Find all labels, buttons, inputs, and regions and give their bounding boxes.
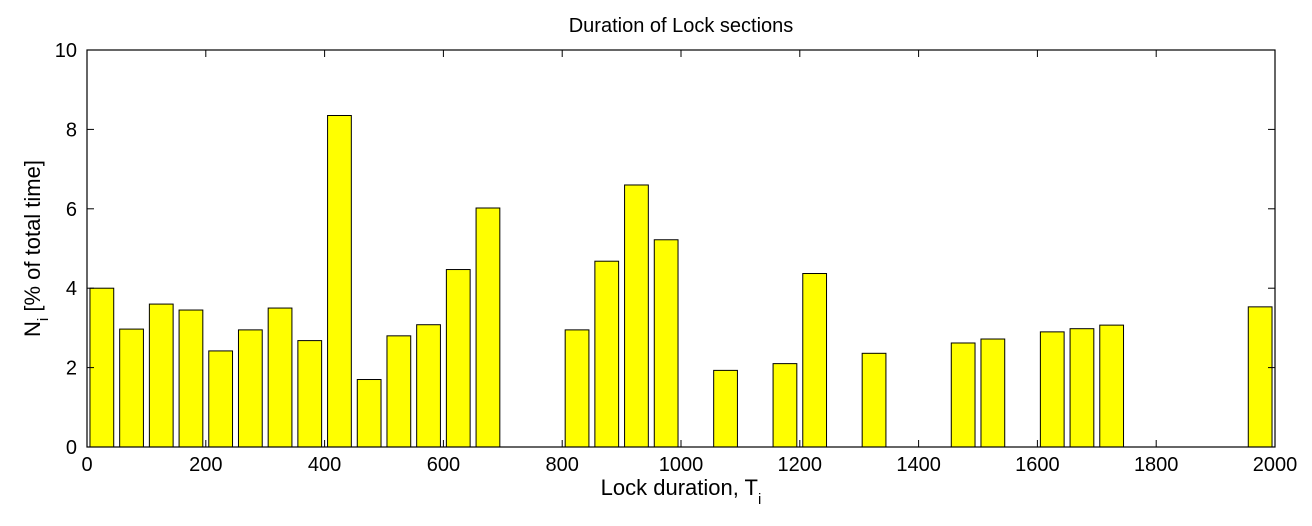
bar: [802, 273, 828, 448]
bar: [594, 260, 620, 448]
x-axis-ticks: 0 200 400 600 800 1000 1200 1400 1600 1800 2000: [81, 50, 1297, 476]
bar: [861, 352, 887, 448]
bar: [1069, 328, 1095, 448]
bar: [148, 303, 174, 448]
y-axis-label-main: N: [20, 321, 45, 337]
y-axis-label: Ni [% of total time]: [20, 160, 52, 337]
bar: [624, 184, 649, 448]
x-axis-label-main: Lock duration, T: [601, 475, 758, 500]
x-tick-label: 800: [546, 454, 579, 476]
bar: [119, 328, 144, 448]
y-axis-label-rest: [% of total time]: [20, 160, 45, 318]
bar: [653, 239, 679, 448]
bar: [356, 379, 382, 448]
y-tick-label: 8: [66, 119, 77, 141]
bar: [267, 307, 293, 448]
y-tick-label: 6: [66, 199, 77, 221]
bar: [950, 342, 976, 448]
y-tick-label: 10: [55, 40, 77, 62]
x-axis-label-subscript: i: [758, 491, 761, 508]
x-tick-label: 400: [308, 454, 341, 476]
x-tick-label: 1200: [778, 454, 823, 476]
chart-title: Duration of Lock sections: [569, 15, 794, 37]
x-tick-label: 1400: [896, 454, 941, 476]
bar: [386, 335, 412, 448]
bar: [475, 207, 501, 448]
bar: [208, 350, 234, 448]
bar: [297, 340, 323, 448]
bar: [237, 329, 263, 448]
bar: [327, 115, 352, 448]
plot-frame: [86, 49, 1276, 448]
y-axis-label-subscript: i: [35, 318, 52, 321]
bar: [1099, 324, 1125, 448]
bar: [445, 269, 471, 448]
x-tick-label: 0: [81, 454, 92, 476]
bar: [980, 338, 1006, 448]
bars: [89, 115, 1273, 448]
bar: [564, 329, 590, 448]
bar: [772, 363, 798, 448]
x-tick-label: 1000: [659, 454, 704, 476]
y-axis-ticks: 0 2 4 6 8 10: [55, 40, 1275, 459]
bar: [178, 309, 204, 448]
y-tick-label: 4: [66, 278, 77, 300]
bar: [1247, 306, 1273, 448]
bar: [416, 324, 441, 448]
x-tick-label: 1800: [1134, 454, 1179, 476]
bar: [713, 369, 738, 448]
x-tick-label: 600: [427, 454, 460, 476]
x-tick-label: 2000: [1253, 454, 1298, 476]
x-axis-label: Lock duration, Ti: [601, 475, 762, 508]
x-tick-label: 1600: [1015, 454, 1060, 476]
y-tick-label: 2: [66, 358, 77, 380]
bar: [1039, 331, 1065, 448]
y-tick-label: 0: [66, 437, 77, 459]
x-tick-label: 200: [189, 454, 222, 476]
